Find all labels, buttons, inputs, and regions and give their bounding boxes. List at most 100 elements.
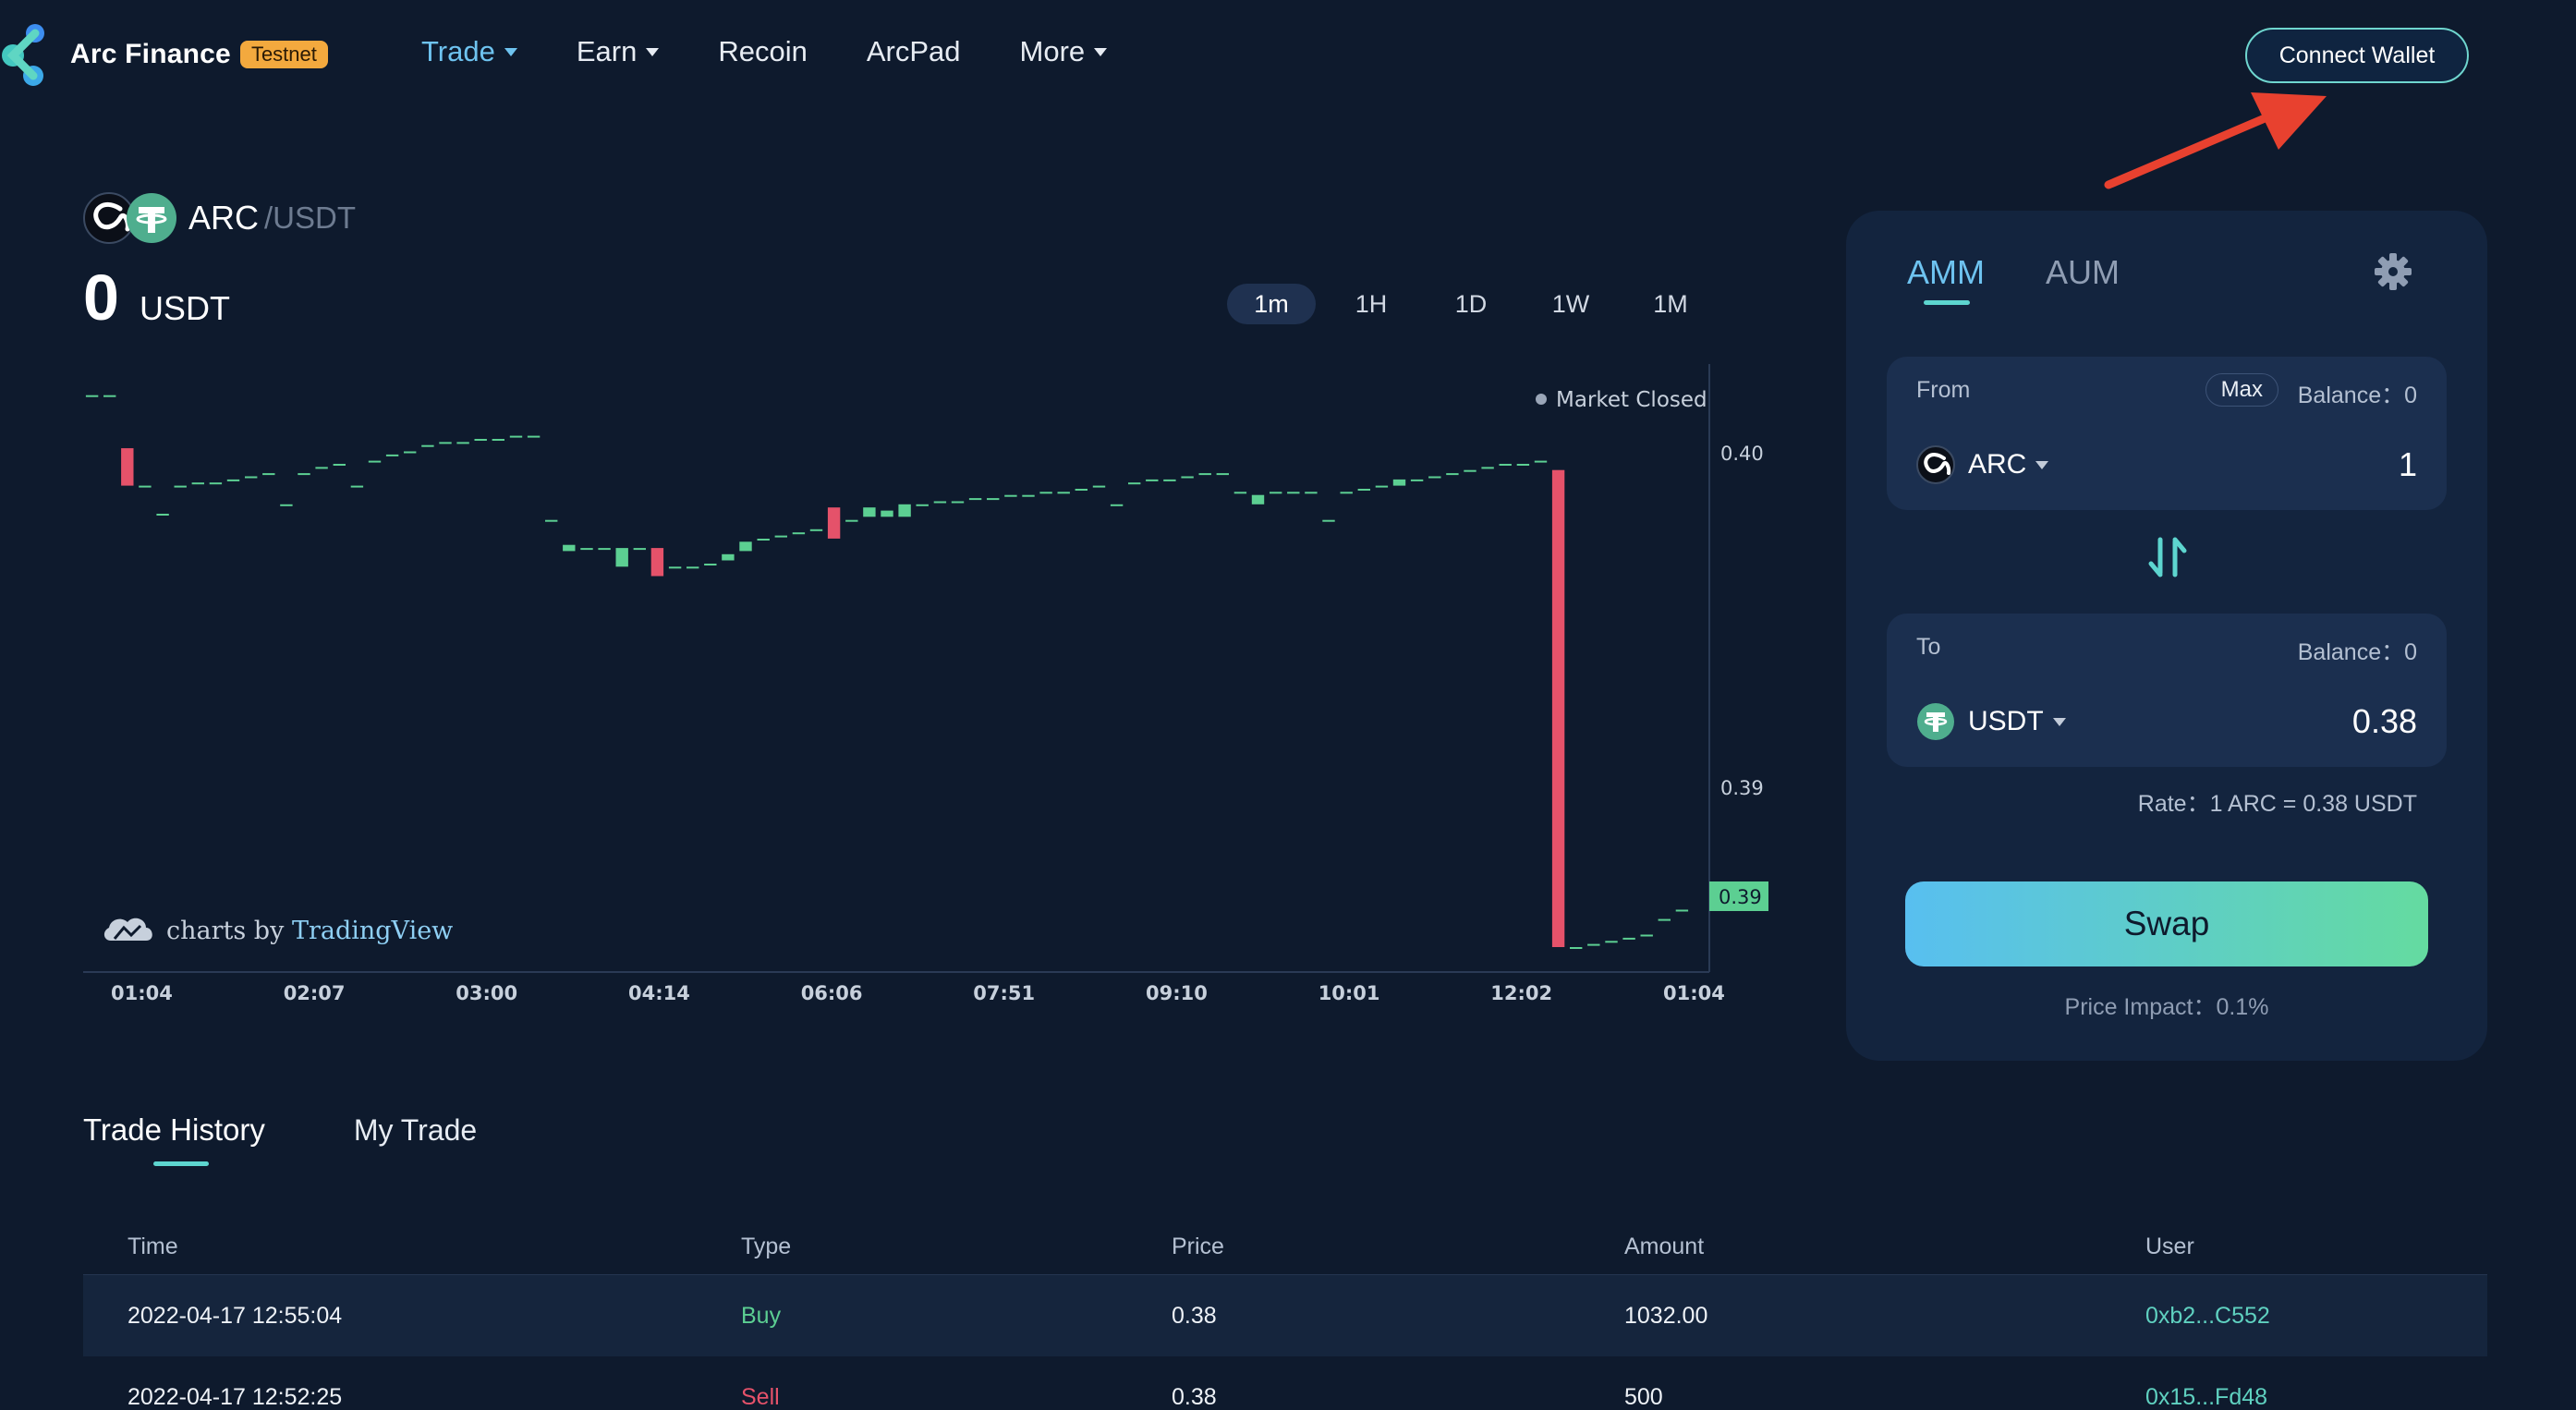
candle — [121, 448, 134, 486]
to-token-box: To Balance：0 USDT — [1887, 614, 2447, 767]
candle — [1004, 494, 1017, 497]
from-token-box: From Max Balance：0 ARC — [1887, 357, 2447, 510]
cell-price: 0.38 — [1172, 1302, 1217, 1329]
swap-direction-icon[interactable] — [2147, 534, 2188, 580]
usdt-token-icon — [1917, 703, 1954, 740]
candle — [1570, 947, 1583, 949]
cell-amount: 1032.00 — [1624, 1302, 1708, 1329]
interval-1d[interactable]: 1D — [1454, 290, 1488, 318]
candle — [439, 442, 452, 444]
candle — [456, 442, 469, 444]
table-row[interactable]: 2022-04-17 12:55:04 Buy 0.38 1032.00 0xb… — [83, 1275, 2487, 1356]
app-logo[interactable]: Arc Finance Testnet — [0, 22, 328, 87]
nav-item-earn[interactable]: Earn — [577, 35, 660, 68]
max-button[interactable]: Max — [2205, 373, 2278, 407]
table-row[interactable]: 2022-04-17 12:52:25 Sell 0.38 500 0x15..… — [83, 1356, 2487, 1410]
candle — [333, 464, 346, 466]
candle — [1092, 485, 1106, 488]
column-type: Type — [741, 1234, 792, 1259]
from-token-select[interactable]: ARC — [1916, 445, 2049, 484]
candle — [474, 439, 487, 441]
candle — [774, 535, 787, 538]
history-tabs: Trade History My Trade — [83, 1112, 565, 1166]
cell-amount: 500 — [1624, 1383, 1663, 1410]
candle — [1605, 941, 1618, 943]
x-label: 10:01 — [1318, 982, 1380, 1004]
connect-wallet-button[interactable]: Connect Wallet — [2245, 28, 2469, 83]
candle — [1410, 479, 1424, 481]
x-label: 12:02 — [1490, 982, 1552, 1004]
candle — [1340, 492, 1353, 494]
candle — [933, 501, 947, 504]
nav-item-recoin[interactable]: Recoin — [718, 35, 808, 68]
candle — [1357, 489, 1370, 491]
from-balance: Balance：0 — [2297, 383, 2417, 408]
candle — [315, 467, 328, 469]
candle — [1658, 918, 1671, 921]
price-chart[interactable]: Market Closed 0.40 0.39 0.39 01:04 02:07 0… — [83, 360, 1774, 1007]
candle — [139, 485, 152, 488]
candle — [1516, 464, 1530, 466]
to-amount-input[interactable] — [2195, 702, 2417, 741]
candle — [174, 485, 187, 488]
candle — [103, 395, 116, 397]
cell-user[interactable]: 0x15...Fd48 — [2145, 1383, 2268, 1410]
candle — [385, 454, 399, 456]
nav-item-trade[interactable]: Trade — [421, 35, 517, 68]
candle — [191, 482, 204, 485]
from-label: From — [1916, 377, 1971, 403]
svg-text:charts by TradingView: charts by TradingView — [166, 917, 453, 945]
candle — [704, 564, 717, 565]
gear-icon[interactable] — [2373, 251, 2413, 292]
price-display: 0 USDT — [83, 261, 230, 334]
column-user: User — [2145, 1234, 2194, 1259]
candle — [987, 498, 1000, 501]
tab-aum[interactable]: AUM — [2046, 253, 2120, 291]
from-amount-input[interactable] — [2195, 445, 2417, 484]
last-price-tag — [1709, 881, 1768, 911]
interval-selector: 1m 1H 1D 1W 1M — [1227, 284, 1726, 324]
usdt-token-icon — [127, 193, 176, 243]
top-nav: Arc Finance Testnet Trade Earn Recoin Ar… — [0, 0, 2576, 111]
cell-time: 2022-04-17 12:52:25 — [128, 1383, 343, 1410]
y-label: 0.40 — [1720, 443, 1764, 465]
nav-item-arcpad[interactable]: ArcPad — [867, 35, 961, 68]
tab-trade-history[interactable]: Trade History — [83, 1112, 265, 1166]
tab-my-trade[interactable]: My Trade — [353, 1113, 478, 1147]
candle — [739, 541, 752, 552]
interval-1m[interactable]: 1m — [1227, 284, 1316, 324]
y-axis-labels: 0.40 0.39 — [1720, 443, 1764, 799]
candle — [1499, 464, 1512, 466]
candle — [1022, 494, 1035, 497]
chevron-down-icon — [504, 47, 517, 56]
candle — [1146, 479, 1159, 481]
candle — [545, 519, 558, 522]
interval-1mo[interactable]: 1M — [1653, 290, 1688, 318]
column-amount: Amount — [1624, 1234, 1705, 1259]
nav-item-label: Trade — [421, 35, 495, 67]
arc-token-icon — [1916, 445, 1955, 484]
interval-1h[interactable]: 1H — [1355, 290, 1388, 318]
candle — [492, 439, 504, 441]
candle — [615, 548, 628, 567]
last-price-label: 0.39 — [1719, 886, 1762, 908]
pair-header: ARC /USDT — [83, 190, 356, 246]
tab-amm[interactable]: AMM — [1907, 253, 1985, 305]
annotation-arrow-icon — [2104, 92, 2327, 189]
nav-item-more[interactable]: More — [1020, 35, 1108, 68]
interval-1w[interactable]: 1W — [1551, 290, 1590, 318]
swap-button[interactable]: Swap — [1905, 881, 2428, 966]
testnet-badge: Testnet — [239, 41, 328, 68]
candle — [1534, 460, 1548, 463]
cell-user[interactable]: 0xb2...C552 — [2145, 1302, 2270, 1329]
candle — [404, 451, 417, 454]
price-value: 0 — [83, 261, 119, 334]
candle — [1198, 473, 1211, 476]
candle — [350, 485, 364, 488]
candle — [1251, 494, 1265, 504]
watermark-brand: TradingView — [292, 917, 453, 945]
market-status-dot — [1536, 394, 1547, 405]
candle — [1675, 909, 1689, 912]
tradingview-watermark: charts by TradingView — [103, 917, 453, 945]
to-token-select[interactable]: USDT — [1916, 702, 2066, 741]
